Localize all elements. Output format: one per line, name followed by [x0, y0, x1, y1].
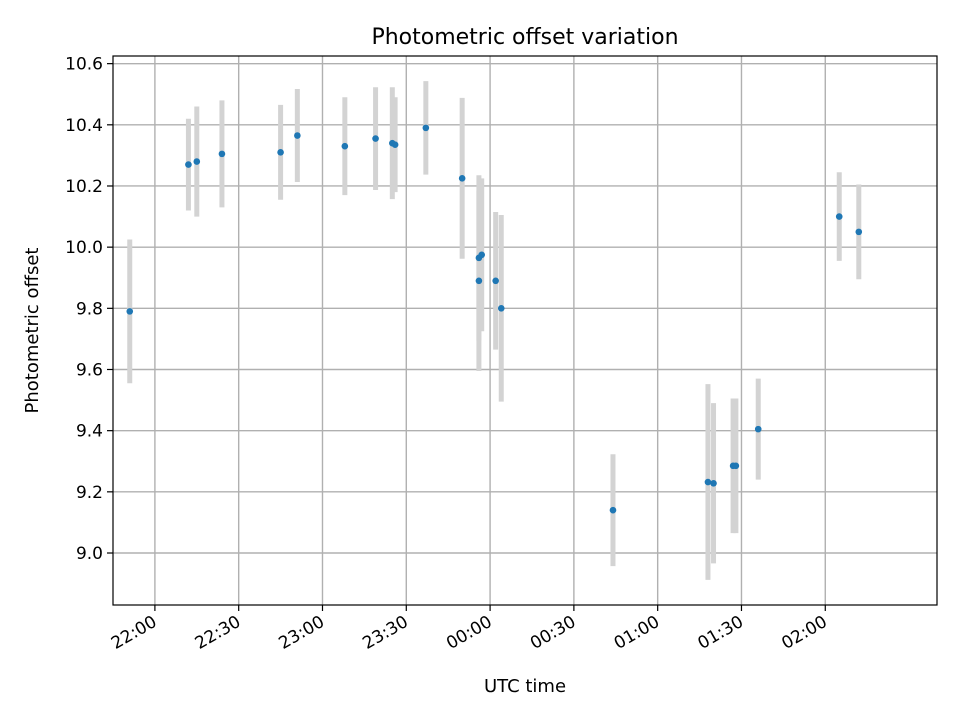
data-point	[391, 141, 399, 148]
y-tick-label: 9.6	[76, 360, 103, 380]
data-point	[478, 251, 486, 259]
y-tick-label: 9.2	[76, 483, 103, 503]
data-point	[475, 277, 483, 285]
plot-frame	[112, 55, 938, 606]
y-axis-ticks: 9.0 9.2 9.4 9.6 9.8 10.0 10.2 10.4 10.6	[65, 55, 113, 564]
data-point	[732, 462, 740, 470]
data-point	[341, 142, 349, 150]
data-point	[422, 124, 430, 132]
data-point	[294, 132, 301, 139]
data-point	[497, 305, 505, 312]
y-tick-label: 10.0	[65, 238, 103, 258]
y-tick-label: 9.0	[76, 544, 103, 564]
data-point	[458, 175, 466, 182]
data-point	[492, 277, 499, 285]
y-axis-label: Photometric offset	[22, 248, 43, 414]
data-point	[193, 158, 201, 165]
data-point	[855, 228, 863, 236]
y-tick-label: 10.2	[65, 177, 103, 197]
data-point	[218, 150, 226, 158]
y-tick-label: 10.4	[65, 116, 103, 136]
grid	[113, 56, 937, 605]
chart-title: Photometric offset variation	[371, 25, 678, 50]
data-point	[126, 308, 134, 315]
data-point	[835, 213, 843, 220]
data-point	[277, 149, 284, 156]
data-point	[372, 135, 379, 142]
x-axis-label: UTC time	[484, 676, 566, 697]
y-tick-label: 9.8	[76, 299, 103, 319]
data-point	[704, 478, 712, 486]
data-point	[185, 161, 192, 168]
y-tick-label: 10.6	[65, 55, 103, 75]
data-point	[710, 479, 717, 487]
data-points	[126, 124, 863, 514]
data-point	[609, 506, 617, 514]
data-point	[754, 425, 762, 433]
y-tick-label: 9.4	[76, 422, 103, 442]
